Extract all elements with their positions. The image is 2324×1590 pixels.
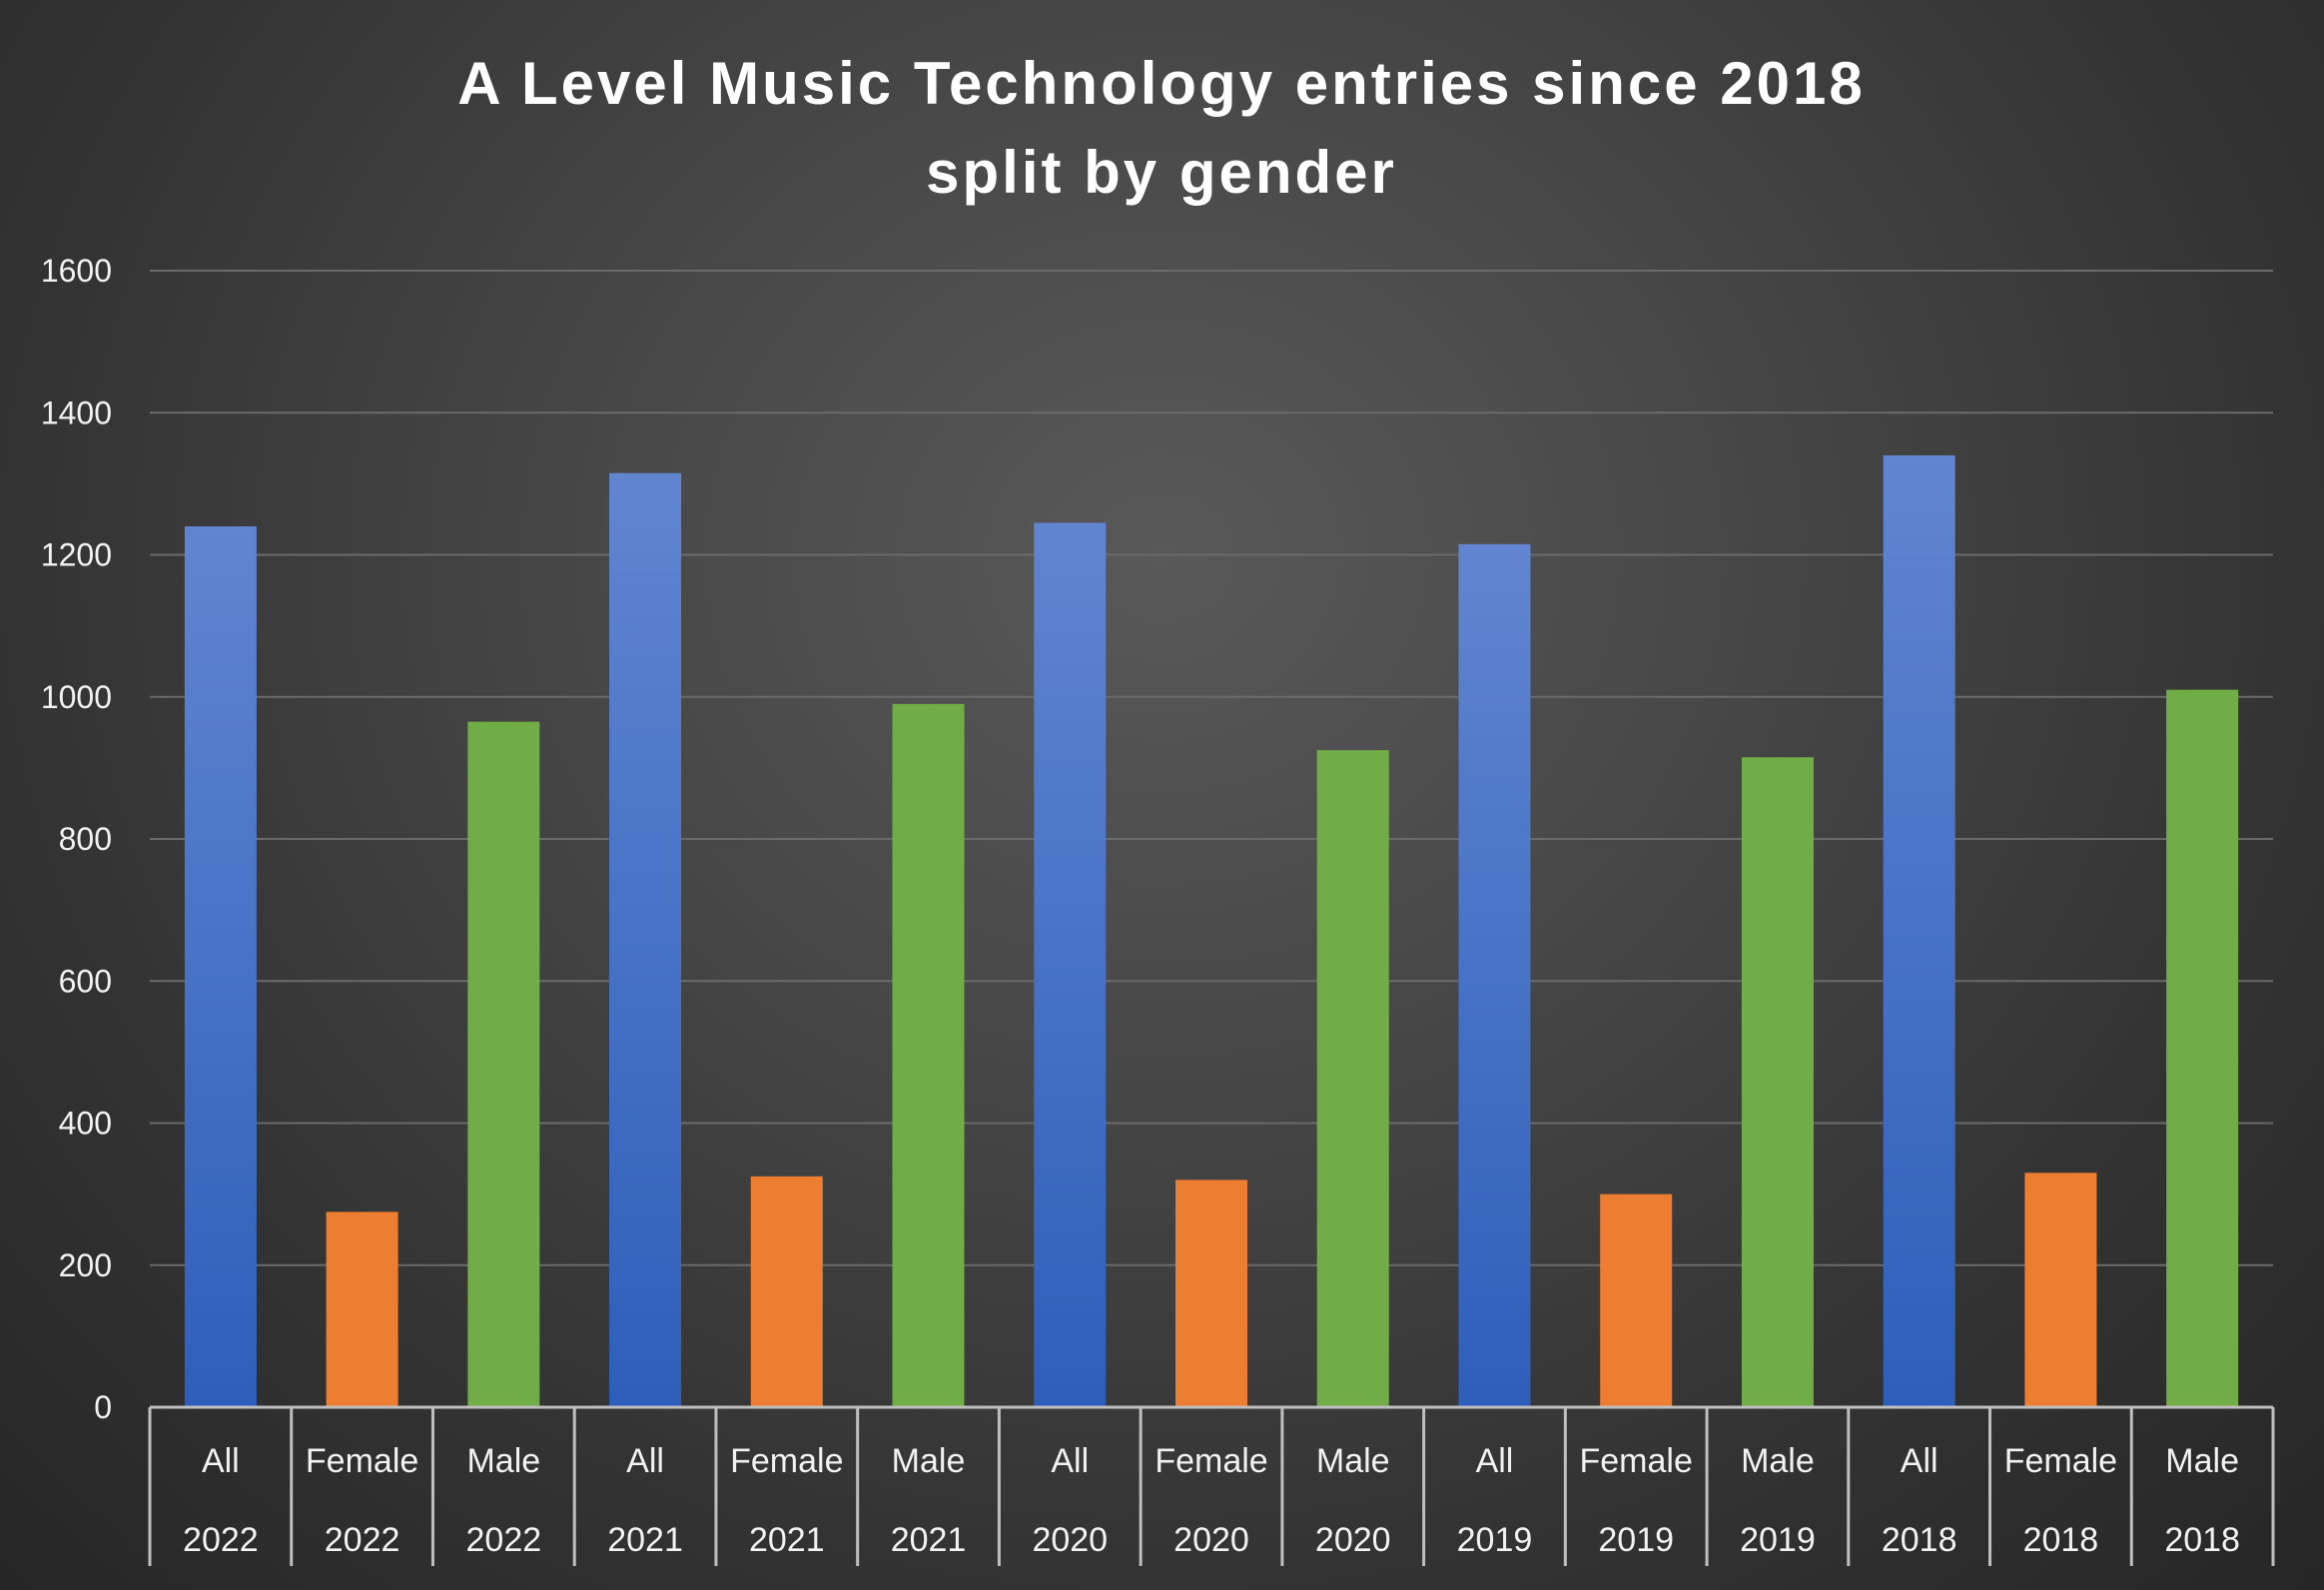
chart-title-line-1: A Level Music Technology entries since 2… (457, 50, 1865, 117)
x-year-label: 2022 (466, 1521, 542, 1559)
x-category-label: Female (730, 1442, 843, 1480)
x-year-label: 2018 (2023, 1521, 2099, 1559)
x-year-label: 2019 (1598, 1521, 1674, 1559)
x-category-label: Male (2165, 1442, 2239, 1480)
x-category-label: Female (1580, 1442, 1693, 1480)
bar-female-2021 (750, 1176, 823, 1407)
bar-female-2020 (1175, 1180, 1247, 1407)
bar-all-2018 (1883, 454, 1955, 1407)
bars (184, 454, 2239, 1407)
x-year-label: 2020 (1032, 1521, 1108, 1559)
x-category-label: All (1476, 1442, 1514, 1480)
y-tick-label: 1600 (41, 253, 112, 289)
x-category-label: Male (1741, 1442, 1815, 1480)
y-tick-label: 1000 (41, 679, 112, 715)
y-tick-label: 0 (94, 1389, 112, 1425)
x-category-label: Male (1316, 1442, 1390, 1480)
x-year-label: 2020 (1173, 1521, 1249, 1559)
x-year-label: 2022 (325, 1521, 400, 1559)
bar-all-2022 (184, 526, 257, 1407)
x-category-label: All (202, 1442, 240, 1480)
x-category-label: Female (306, 1442, 418, 1480)
bar-male-2022 (467, 721, 540, 1407)
y-axis-ticks: 0 200 400 600 800 1000 1200 1400 1600 (41, 253, 112, 1425)
y-tick-label: 200 (59, 1247, 112, 1283)
y-tick-label: 1400 (41, 395, 112, 430)
x-year-label: 2019 (1740, 1521, 1816, 1559)
x-year-label: 2021 (749, 1521, 825, 1559)
bar-all-2021 (609, 472, 682, 1407)
bar-male-2021 (892, 703, 965, 1407)
y-tick-label: 800 (59, 821, 112, 857)
x-year-label: 2019 (1457, 1521, 1533, 1559)
x-category-label: Male (892, 1442, 966, 1480)
x-year-label: 2022 (183, 1521, 259, 1559)
bar-male-2020 (1316, 750, 1389, 1407)
y-tick-label: 1200 (41, 537, 112, 573)
x-category-label: All (1051, 1442, 1089, 1480)
x-category-label: All (1901, 1442, 1938, 1480)
x-category-label: Male (466, 1442, 540, 1480)
bar-female-2022 (326, 1211, 398, 1407)
y-tick-label: 400 (59, 1106, 112, 1142)
bar-all-2020 (1034, 522, 1107, 1407)
x-year-label: 2021 (891, 1521, 967, 1559)
bar-male-2019 (1741, 757, 1814, 1407)
x-category-label: All (626, 1442, 664, 1480)
bar-male-2018 (2166, 689, 2239, 1407)
bar-all-2019 (1458, 543, 1531, 1407)
x-axis (148, 1405, 2275, 1566)
x-axis-labels: All 2022 Female 2022 Male 2022 All 2021 Female 20… (183, 1442, 2240, 1559)
bar-female-2019 (1600, 1193, 1673, 1407)
chart-title-line-2: split by gender (926, 139, 1397, 206)
x-year-label: 2021 (607, 1521, 683, 1559)
y-tick-label: 600 (59, 963, 112, 999)
x-category-label: Female (1155, 1442, 1267, 1480)
x-year-label: 2018 (2164, 1521, 2240, 1559)
x-year-label: 2018 (1882, 1521, 1957, 1559)
bar-female-2018 (2024, 1173, 2097, 1407)
x-category-label: Female (2004, 1442, 2117, 1480)
x-year-label: 2020 (1315, 1521, 1391, 1559)
